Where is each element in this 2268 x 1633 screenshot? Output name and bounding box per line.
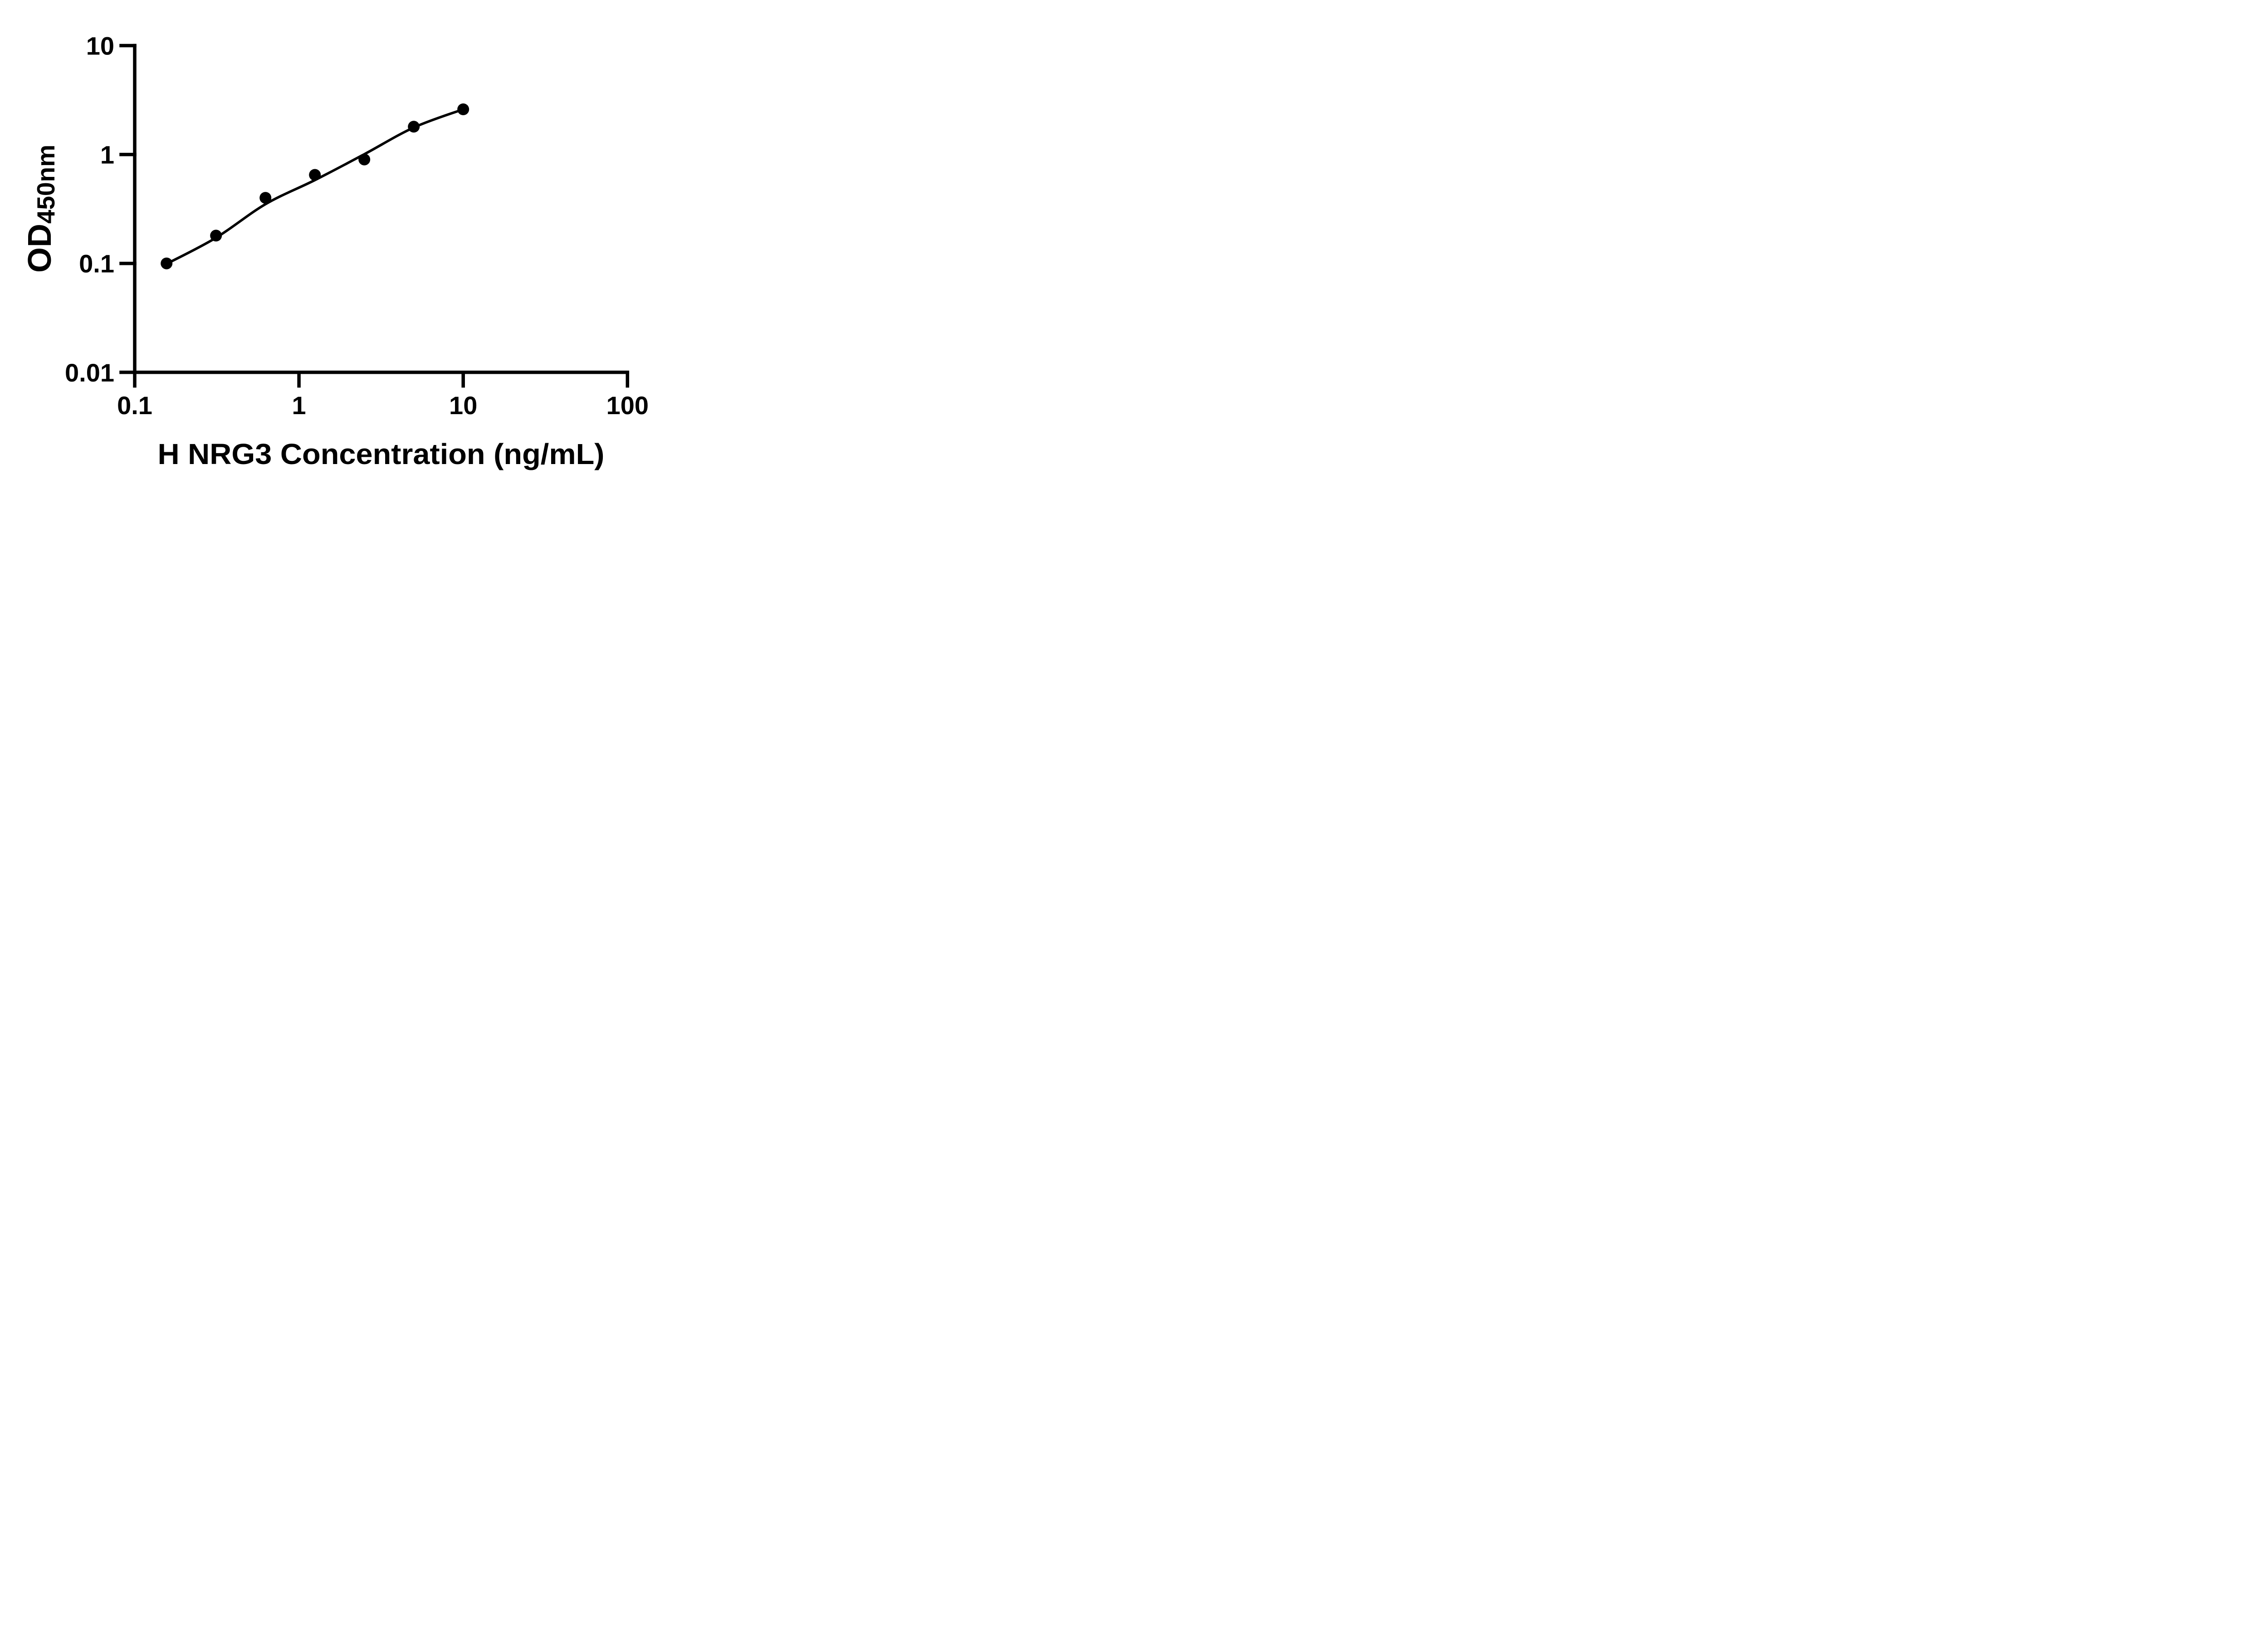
data-point (358, 153, 371, 166)
data-point (457, 103, 469, 115)
y-tick-label-10: 10 (86, 32, 114, 60)
x-tick-label-1: 1 (292, 391, 306, 420)
data-point (408, 121, 420, 133)
x-axis-title: H NRG3 Concentration (ng/mL) (158, 438, 605, 470)
data-point (161, 257, 173, 269)
y-tick-label-0.01: 0.01 (65, 358, 114, 387)
y-tick-label-1: 1 (100, 141, 114, 169)
y-axis-title-main: OD (22, 224, 58, 273)
fit-curve (165, 108, 464, 265)
y-tick-label-0.1: 0.1 (79, 249, 114, 278)
data-point (210, 230, 222, 242)
fit-curve-layer (165, 108, 464, 265)
data-point (259, 192, 272, 204)
axes-layer (119, 44, 630, 388)
x-tick-label-100: 100 (606, 391, 649, 420)
x-tick-label-0.1: 0.1 (117, 391, 152, 420)
y-axis-title-subscript: 450nm (32, 145, 60, 224)
x-tick-label-10: 10 (449, 391, 477, 420)
elisa-standard-curve-figure: 10 1 0.1 0.01 0.1 1 10 100 H NRG3 Concentration… (0, 0, 699, 490)
data-point (309, 169, 321, 181)
y-axis-title: OD450nm (22, 145, 60, 273)
data-points-layer (161, 103, 469, 269)
